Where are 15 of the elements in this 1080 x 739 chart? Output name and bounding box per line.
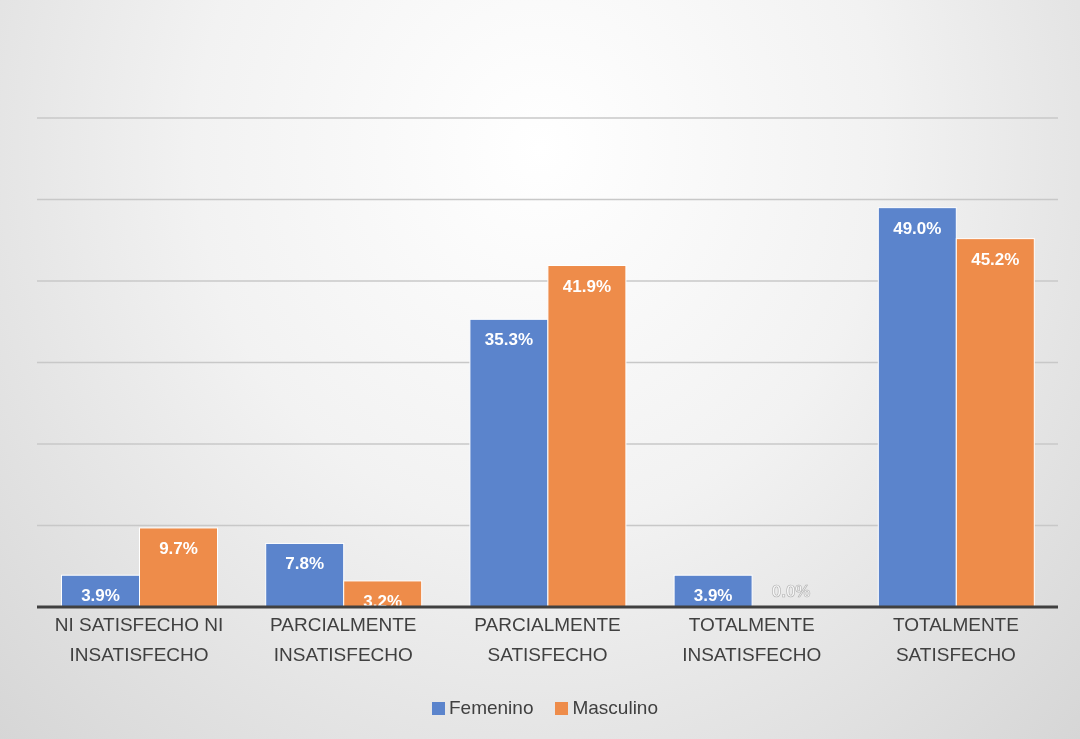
x-tick-label: TOTALMENTE SATISFECHO [892,614,1019,665]
data-label: 35.3% [484,330,534,350]
data-label: 9.7% [159,538,198,558]
legend-label: Femenino [448,697,534,719]
legend-label: Masculino [572,697,659,719]
data-label: 41.9% [562,276,612,296]
data-label: 3.9% [693,586,733,606]
x-tick-label: PARCIALMENTE INSATISFECHO [270,614,417,665]
data-label: 7.8% [285,554,325,574]
x-tick-label: NI SATISFECHO NI INSATISFECHO [54,614,224,665]
data-label: 49.0% [893,218,942,238]
data-label: 45.2% [971,249,1020,269]
x-tick-label: PARCIALMENTE SATISFECHO [474,614,621,665]
data-label: 3.9% [81,586,120,606]
x-tick-label: TOTALMENTE INSATISFECHO [682,614,822,665]
